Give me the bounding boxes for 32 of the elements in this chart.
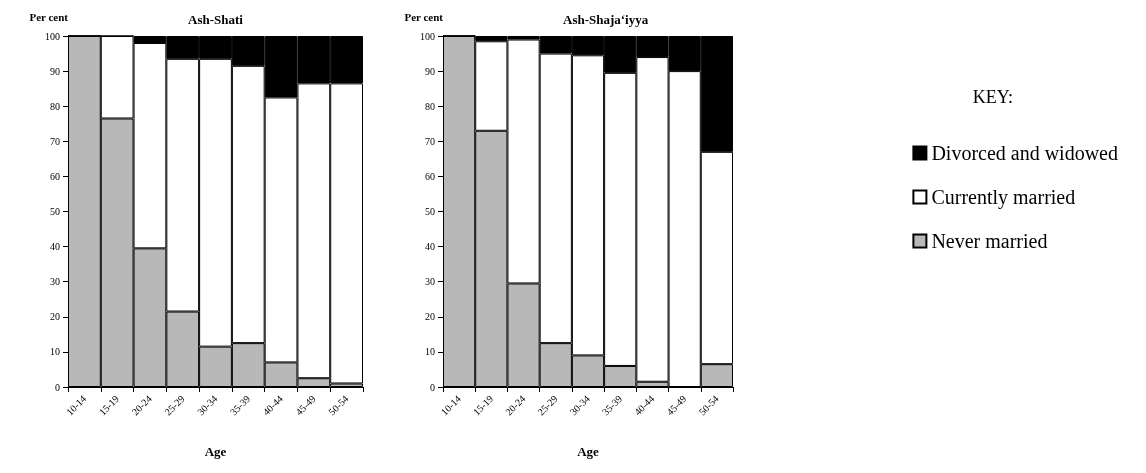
y-tick-label: 40 (425, 241, 435, 253)
y-tick-label: 20 (425, 311, 435, 323)
y-tick-label: 60 (50, 170, 60, 182)
legend-label: Never married (931, 230, 1048, 252)
y-tick-label: 60 (425, 170, 435, 182)
y-tick-label: 80 (425, 100, 435, 112)
y-tick-label: 90 (425, 65, 435, 77)
y-tick-label: 70 (50, 135, 60, 147)
y-tick-label: 90 (50, 65, 60, 77)
chart-title: Ash-Shati (188, 12, 244, 27)
y-tick-label: 10 (425, 346, 435, 358)
y-tick-label: 10 (50, 346, 60, 358)
x-axis-title: Age (577, 444, 600, 459)
legend-label: Divorced and widowed (931, 142, 1119, 164)
legend-label: Currently married (931, 186, 1076, 209)
x-axis-title: Age (204, 444, 227, 459)
y-tick-label: 30 (425, 276, 435, 288)
y-tick-label: 50 (425, 206, 435, 217)
y-tick-label: 30 (50, 276, 60, 288)
y-tick-label: 0 (430, 381, 435, 393)
y-tick-label: 70 (425, 135, 435, 147)
y-tick-label: 80 (50, 100, 60, 112)
y-axis-title: Per cent (29, 10, 69, 23)
y-tick-label: 50 (50, 206, 60, 217)
y-tick-label: 20 (50, 311, 60, 323)
legend-title: KEY: (972, 87, 1013, 107)
y-axis-title: Per cent (404, 10, 444, 23)
y-tick-label: 100 (45, 30, 60, 42)
y-tick-label: 100 (420, 30, 435, 42)
y-tick-label: 40 (50, 241, 60, 253)
chart-title: Ash-Shaja‘iyya (563, 12, 649, 27)
y-tick-label: 0 (55, 381, 60, 393)
